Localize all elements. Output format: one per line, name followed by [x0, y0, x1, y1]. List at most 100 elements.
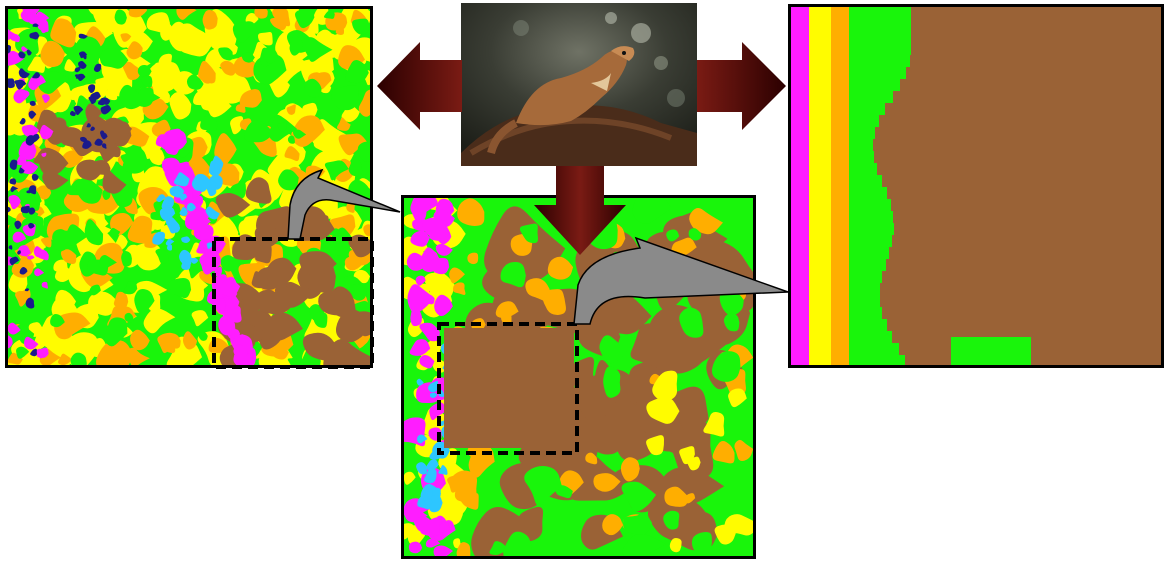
orange-region — [19, 289, 31, 302]
coarse-region — [791, 259, 809, 271]
magenta-region — [25, 12, 39, 25]
cyan-region — [152, 231, 166, 245]
coarse-region — [809, 163, 831, 175]
brown-region — [444, 328, 574, 448]
coarse-region — [791, 79, 809, 91]
green-region — [304, 78, 322, 98]
coarse-region — [849, 319, 887, 331]
orange-region — [270, 17, 288, 31]
brown-region — [245, 177, 272, 204]
green-region — [232, 21, 258, 43]
coarse-region — [849, 67, 906, 79]
brown-region — [59, 127, 85, 149]
green-region — [503, 531, 532, 556]
orange-region — [449, 267, 465, 284]
coarse-segmentation-panel — [788, 4, 1164, 368]
magenta-region — [34, 268, 45, 277]
navy-region — [17, 250, 21, 255]
coarse-region — [849, 295, 880, 307]
navy-region — [88, 84, 96, 93]
navy-region — [32, 23, 39, 28]
coarse-region — [809, 259, 831, 271]
orange-region — [126, 41, 143, 60]
magenta-region — [184, 209, 211, 231]
navy-region — [10, 186, 19, 193]
coarse-region — [791, 199, 809, 211]
coarse-region — [831, 67, 849, 79]
green-region — [38, 71, 69, 94]
brown-region — [102, 169, 127, 194]
navy-region — [9, 178, 17, 185]
coarse-region — [791, 247, 809, 259]
coarse-region — [809, 283, 831, 295]
magenta-region — [410, 230, 430, 247]
magenta-region — [407, 284, 435, 314]
coarse-region — [791, 187, 809, 199]
coarse-region — [831, 211, 849, 223]
orange-region — [712, 440, 735, 464]
orange-region — [593, 473, 621, 492]
coarse-region — [791, 331, 809, 343]
coarse-region — [791, 307, 809, 319]
cyan-region — [438, 465, 448, 475]
coarse-region — [831, 79, 849, 91]
coarse-region — [791, 19, 809, 31]
coarse-region — [791, 55, 809, 67]
navy-region — [32, 72, 41, 79]
orange-region — [96, 340, 134, 365]
magenta-region — [425, 538, 441, 548]
green-region — [292, 129, 307, 139]
coarse-region — [809, 139, 831, 151]
cyan-region — [162, 206, 174, 219]
orange-region — [336, 117, 351, 131]
cyan-region — [181, 236, 191, 244]
coarse-region — [849, 355, 905, 365]
orange-region — [254, 9, 268, 19]
cyan-region — [179, 206, 188, 217]
cyan-region — [205, 206, 220, 220]
orange-region — [198, 60, 216, 84]
orange-region — [689, 207, 723, 235]
coarse-region — [791, 295, 809, 307]
cyan-region — [166, 244, 173, 251]
magenta-region — [24, 336, 39, 350]
green-region — [141, 75, 153, 88]
magenta-region — [21, 46, 29, 52]
navy-region — [29, 100, 36, 106]
coarse-region — [791, 319, 809, 331]
green-region — [99, 254, 117, 269]
navy-region — [8, 206, 11, 213]
navy-region — [101, 143, 107, 149]
magenta-region — [37, 249, 49, 261]
cyan-region — [196, 178, 212, 192]
green-region — [519, 223, 539, 244]
magenta-region — [408, 541, 423, 554]
coarse-region — [809, 91, 831, 103]
coarse-region — [791, 223, 809, 235]
green-region — [84, 219, 104, 246]
cyan-region — [417, 466, 426, 473]
navy-region — [14, 79, 27, 88]
coarse-region — [791, 91, 809, 103]
yellow-region — [27, 56, 46, 73]
coarse-region — [831, 31, 849, 43]
coarse-region — [809, 307, 831, 319]
navy-region — [24, 288, 30, 292]
magenta-region — [429, 257, 450, 275]
navy-region — [28, 222, 35, 229]
orange-region — [130, 329, 150, 351]
orange-region — [214, 133, 237, 167]
navy-region — [97, 99, 106, 106]
coarse-region — [849, 151, 874, 163]
cyan-region — [186, 202, 196, 212]
green-region — [122, 146, 148, 174]
orange-region — [585, 452, 598, 465]
orange-region — [50, 18, 77, 48]
navy-region — [28, 207, 36, 215]
navy-region — [69, 110, 76, 117]
coarse-region — [809, 235, 831, 247]
coarse-region — [849, 235, 892, 247]
yellow-region — [313, 130, 336, 153]
magenta-region — [21, 124, 39, 138]
yellow-region — [148, 147, 165, 166]
